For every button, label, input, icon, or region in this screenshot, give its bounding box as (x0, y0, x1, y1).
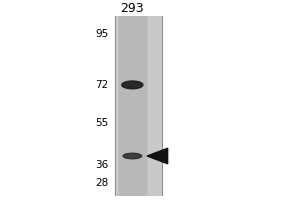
Text: 95: 95 (96, 29, 109, 39)
Text: 55: 55 (96, 118, 109, 128)
Polygon shape (147, 148, 168, 164)
Text: 36: 36 (96, 160, 109, 170)
Ellipse shape (123, 153, 142, 159)
Bar (119, 16, 146, 196)
Text: 293: 293 (121, 2, 144, 15)
Bar (115, 16, 162, 196)
Text: 72: 72 (96, 80, 109, 90)
Text: 28: 28 (96, 178, 109, 188)
Ellipse shape (122, 81, 143, 89)
